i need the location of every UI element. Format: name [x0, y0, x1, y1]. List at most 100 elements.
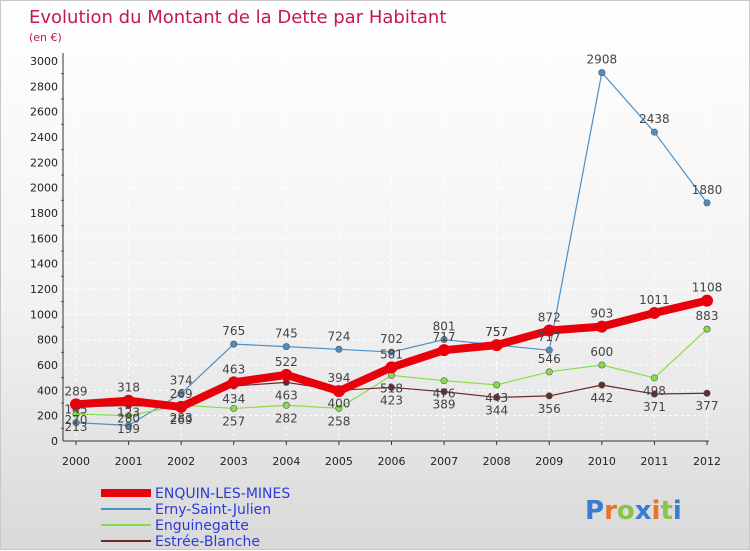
y-tick-label: 2600 — [30, 106, 58, 119]
logo-letter: P — [585, 496, 604, 526]
series-point-0 — [648, 306, 661, 319]
logo-letter: i — [652, 496, 661, 526]
data-label-2: 476 — [433, 387, 456, 401]
series-point-1 — [598, 69, 606, 77]
x-tick-label: 2008 — [483, 455, 511, 468]
data-label-1: 702 — [380, 332, 403, 346]
data-label-3: 434 — [222, 392, 245, 406]
series-point-0 — [70, 398, 82, 411]
data-label-0: 581 — [380, 347, 403, 361]
series-point-2 — [230, 404, 238, 412]
data-label-0: 318 — [117, 381, 140, 395]
data-label-0: 872 — [538, 311, 561, 325]
data-label-0: 269 — [170, 387, 193, 401]
data-label-3: 377 — [696, 399, 719, 413]
y-tick-label: 2400 — [30, 131, 58, 144]
data-label-3: 389 — [433, 398, 456, 412]
data-label-0: 1108 — [692, 281, 723, 295]
y-tick-label: 800 — [37, 334, 58, 347]
data-label-2: 443 — [485, 391, 508, 405]
x-tick-label: 2005 — [325, 455, 353, 468]
series-point-3 — [387, 383, 395, 391]
series-point-1 — [125, 421, 133, 429]
data-label-2: 258 — [327, 414, 350, 428]
logo-letter: x — [635, 496, 652, 526]
y-tick-label: 0 — [51, 435, 58, 448]
axes: 0 200 400 600 800 1000 1200 1400 1600 1800 2000 220… — [30, 53, 721, 468]
data-label-0: 394 — [327, 371, 350, 385]
data-label-3: 371 — [643, 400, 666, 414]
x-tick-label: 2001 — [115, 455, 143, 468]
data-label-2: 257 — [222, 414, 245, 428]
data-label-1: 123 — [117, 405, 140, 419]
data-labels: 289 318 269 463 522 394 581 717 757 872 903 1011 110… — [65, 53, 723, 436]
proxiti-logo: Proxiti — [585, 496, 682, 526]
data-label-1: 801 — [433, 320, 456, 334]
series-point-3 — [598, 381, 606, 389]
data-label-0: 463 — [222, 362, 245, 376]
series-point-2 — [598, 361, 606, 369]
x-tick-label: 2012 — [693, 455, 721, 468]
series-point-2 — [650, 374, 658, 382]
data-label-2: 518 — [380, 381, 403, 395]
series-point-1 — [230, 340, 238, 348]
data-label-3: 270 — [65, 413, 88, 427]
data-label-2: 883 — [696, 309, 719, 323]
series-point-0 — [595, 320, 608, 333]
data-label-0: 903 — [590, 307, 613, 321]
series-point-1 — [703, 199, 711, 207]
series-point-1 — [650, 128, 658, 136]
series-point-2 — [440, 377, 448, 385]
data-label-1: 145 — [65, 403, 88, 417]
series-point-2 — [335, 404, 343, 412]
series-point-0 — [385, 361, 398, 374]
y-tick-label: 2200 — [30, 156, 58, 169]
chart-subtitle: (en €) — [29, 31, 62, 44]
logo-letter: t — [660, 496, 672, 526]
data-label-3: 344 — [485, 403, 508, 417]
data-label-1: 2908 — [587, 53, 618, 67]
data-label-3: 269 — [170, 413, 193, 427]
series-point-3 — [545, 392, 553, 400]
logo-letter: r — [604, 496, 617, 526]
data-label-3: 280 — [117, 412, 140, 426]
x-tick-label: 2011 — [640, 455, 668, 468]
series-point-1 — [282, 343, 290, 351]
series-point-2 — [545, 368, 553, 376]
data-label-0: 289 — [65, 384, 88, 398]
series-point-1 — [545, 346, 553, 354]
y-tick-label: 1000 — [30, 308, 58, 321]
data-label-1: 374 — [170, 374, 193, 388]
y-tick-label: 1200 — [30, 283, 58, 296]
logo-letter: i — [673, 496, 682, 526]
data-label-3: 400 — [327, 396, 350, 410]
data-label-3: 442 — [590, 391, 613, 405]
x-tick-label: 2010 — [588, 455, 616, 468]
data-label-0: 717 — [433, 330, 456, 344]
series-point-3 — [440, 388, 448, 396]
series-point-2 — [493, 381, 501, 389]
series-point-2 — [72, 410, 80, 418]
x-tick-label: 2007 — [430, 455, 458, 468]
logo-letter: o — [617, 496, 635, 526]
data-label-3: 463 — [275, 388, 298, 402]
data-label-0: 757 — [485, 325, 508, 339]
data-label-2: 213 — [65, 420, 88, 434]
legend: ENQUIN-LES-MINESErny-Saint-JulienEnguine… — [101, 486, 290, 550]
data-label-0: 522 — [275, 355, 298, 369]
series-point-3 — [650, 390, 658, 398]
data-label-1: 1880 — [692, 183, 723, 197]
series-point-1 — [177, 390, 185, 398]
y-tick-label: 2800 — [30, 80, 58, 93]
x-tick-label: 2004 — [272, 455, 300, 468]
series-point-1 — [72, 419, 80, 427]
legend-label-2: Enguinegatte — [155, 518, 249, 534]
x-tick-label: 2000 — [62, 455, 90, 468]
data-label-2: 283 — [170, 411, 193, 425]
series-point-0 — [543, 324, 556, 337]
series-point-0 — [701, 294, 713, 307]
y-tick-label: 1600 — [30, 232, 58, 245]
series-point-1 — [387, 348, 395, 356]
